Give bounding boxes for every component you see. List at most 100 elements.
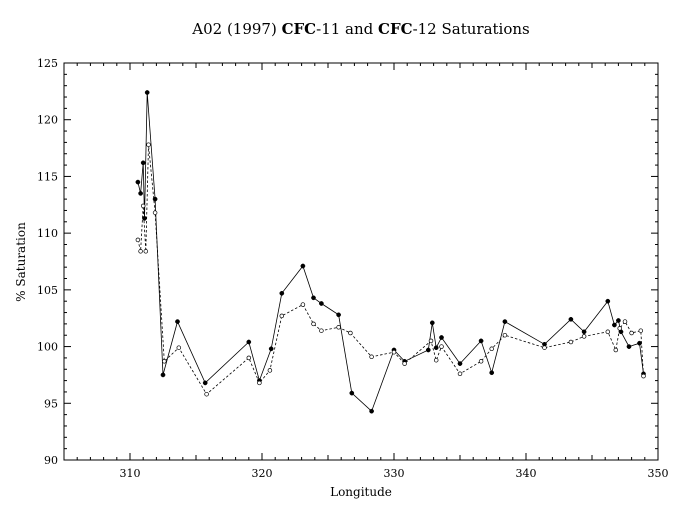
data-point-filled (502, 319, 508, 324)
data-point-filled (457, 361, 463, 366)
data-point-open (279, 313, 285, 319)
data-point-open (246, 355, 252, 361)
y-axis-label: % Saturation (14, 222, 28, 302)
data-point-open (140, 203, 146, 209)
x-tick-label: 340 (516, 467, 537, 480)
x-tick-label: 330 (384, 467, 405, 480)
data-point-open (489, 346, 494, 352)
data-point-filled (140, 160, 146, 166)
data-point-filled (581, 329, 587, 335)
y-tick-label: 100 (37, 341, 58, 354)
data-point-open (348, 330, 353, 336)
data-point-filled (138, 191, 143, 196)
data-point-open (622, 319, 628, 324)
x-axis-ticks: 310 320 330 340 350 (63, 63, 669, 480)
title-part: CFC (282, 20, 317, 38)
data-point-open (502, 332, 508, 338)
y-tick-label: 125 (37, 57, 58, 70)
data-point-filled (279, 290, 285, 296)
data-point-open (402, 361, 407, 366)
title-part: -12 Saturations (413, 20, 530, 38)
title-part: A02 (1997) (191, 20, 281, 38)
data-point-filled (626, 344, 632, 349)
data-point-filled (144, 90, 150, 95)
data-point-filled (369, 408, 374, 414)
data-point-filled (616, 318, 621, 323)
data-point-open (605, 329, 611, 335)
data-point-open (204, 391, 209, 397)
data-point-open (267, 368, 273, 373)
plot-border (63, 62, 659, 461)
data-point-open (613, 347, 619, 353)
data-point-open (146, 142, 151, 147)
title-part: CFC (378, 20, 413, 38)
data-point-filled (637, 340, 642, 346)
x-axis-label: Longitude (330, 485, 392, 499)
data-point-open (581, 334, 587, 339)
chart-title: A02 (1997) CFC-11 and CFC-12 Saturations (191, 20, 529, 38)
data-point-open (336, 325, 341, 330)
y-tick-label: 105 (37, 284, 58, 297)
x-tick-label: 310 (120, 467, 141, 480)
series-line-solid (137, 92, 644, 412)
data-point-filled (311, 295, 316, 301)
series-line-dashed (137, 144, 644, 395)
data-point-filled (478, 338, 484, 344)
data-point-filled (489, 370, 495, 376)
data-point-open (135, 237, 141, 243)
data-point-open (542, 345, 547, 350)
y-tick-label: 90 (44, 454, 58, 467)
data-point-filled (568, 316, 574, 322)
y-tick-label: 110 (37, 227, 58, 240)
data-point-open (138, 249, 143, 254)
data-point-filled (319, 301, 324, 306)
data-point-filled (175, 319, 180, 324)
data-point-filled (202, 380, 208, 386)
y-axis-ticks: 90 95 100 105 110 115 120 125 (37, 57, 658, 467)
data-point-open (391, 349, 397, 355)
data-point-open (629, 330, 634, 336)
data-point-open (428, 338, 434, 344)
y-tick-label: 115 (37, 170, 58, 183)
data-point-filled (349, 390, 355, 396)
data-point-open (319, 328, 324, 333)
data-point-filled (246, 339, 252, 345)
data-point-open (176, 345, 182, 350)
data-point-filled (605, 298, 611, 304)
data-point-open (143, 249, 149, 254)
data-point-open (439, 344, 444, 349)
data-point-filled (142, 216, 147, 221)
data-point-filled (336, 312, 341, 318)
y-tick-label: 120 (37, 114, 58, 127)
data-point-filled (439, 335, 444, 340)
series-dashed (135, 142, 646, 397)
data-point-filled (429, 320, 435, 326)
data-point-filled (433, 345, 439, 351)
data-point-filled (300, 263, 306, 269)
data-point-open (457, 371, 463, 377)
data-point-open (638, 328, 644, 333)
x-tick-label: 350 (648, 467, 669, 480)
data-point-open (311, 321, 316, 327)
plot-frame (63, 62, 659, 461)
data-point-open (568, 339, 574, 345)
data-point-open (162, 359, 167, 364)
data-point-filled (268, 346, 274, 352)
data-point-filled (425, 347, 431, 353)
y-tick-label: 95 (44, 397, 58, 410)
data-point-filled (135, 179, 141, 185)
data-point-open (641, 373, 646, 379)
data-point-open (478, 359, 484, 364)
title-part: -11 and (316, 20, 378, 38)
series-layer (135, 90, 646, 414)
data-point-open (433, 357, 439, 363)
data-point-open (257, 380, 262, 386)
series-solid (135, 90, 646, 414)
data-point-open (300, 302, 306, 307)
data-point-filled (612, 322, 617, 328)
data-point-filled (160, 372, 166, 378)
data-point-open (369, 354, 374, 360)
x-tick-label: 320 (252, 467, 273, 480)
data-point-open (617, 326, 622, 331)
